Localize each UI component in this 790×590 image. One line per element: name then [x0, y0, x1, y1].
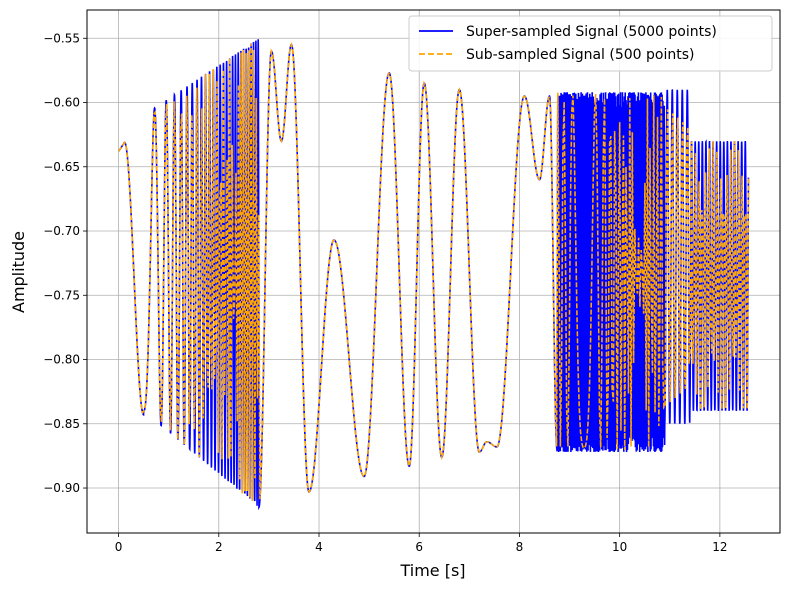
legend: Super-sampled Signal (5000 points) Sub-s…	[408, 15, 773, 72]
plot-area	[117, 39, 750, 511]
legend-label-sub: Sub-sampled Signal (500 points)	[466, 47, 694, 63]
x-tick-label: 8	[516, 540, 524, 554]
x-tick-label: 12	[712, 540, 727, 554]
y-tick-label: −0.65	[43, 160, 80, 174]
y-tick-label: −0.80	[43, 353, 80, 367]
y-axis-label: Amplitude	[9, 231, 28, 313]
legend-label-super: Super-sampled Signal (5000 points)	[466, 24, 717, 40]
y-tick-label: −0.60	[43, 96, 80, 110]
x-tick-label: 6	[415, 540, 423, 554]
y-tick-label: −0.90	[43, 481, 80, 495]
x-tick-label: 10	[612, 540, 627, 554]
x-axis: 0 2 4 6 8 10 12	[115, 533, 728, 554]
y-tick-label: −0.75	[43, 288, 80, 302]
x-tick-label: 2	[215, 540, 223, 554]
x-tick-label: 0	[115, 540, 123, 554]
x-tick-label: 4	[315, 540, 323, 554]
y-tick-label: −0.70	[43, 224, 80, 238]
y-axis: −0.90 −0.85 −0.80 −0.75 −0.70 −0.65 −0.60 −0.55	[43, 31, 87, 495]
x-axis-label: Time [s]	[399, 561, 465, 580]
y-tick-label: −0.85	[43, 417, 80, 431]
plot-frame	[86, 9, 781, 534]
legend-box	[408, 15, 773, 72]
series-sub-sampled-line	[117, 41, 750, 501]
y-tick-label: −0.55	[43, 31, 80, 45]
